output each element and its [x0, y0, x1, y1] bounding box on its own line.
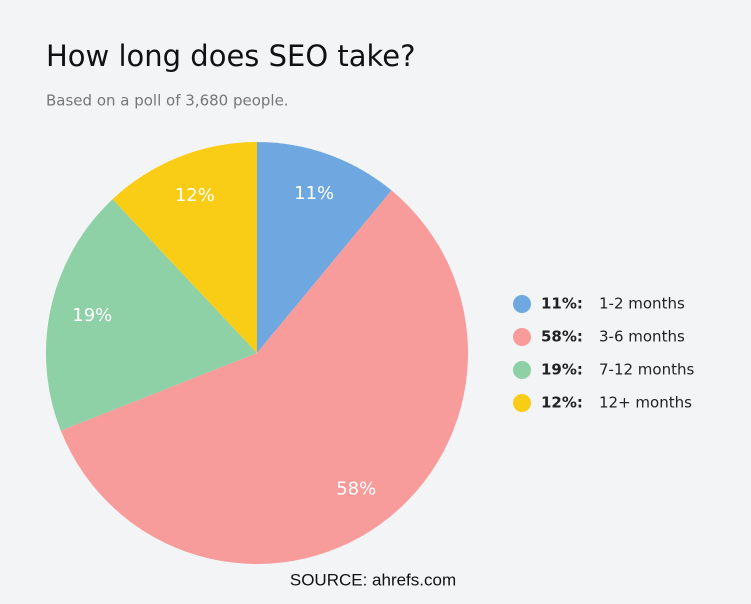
legend-value: 11%:: [541, 295, 583, 313]
pie-slice: [257, 142, 392, 353]
legend-swatch: [513, 295, 531, 313]
chart-subtitle: Based on a poll of 3,680 people.: [46, 92, 289, 110]
legend-value: 19%:: [541, 361, 583, 379]
source: SOURCE: ahrefs.com: [290, 570, 456, 589]
slice-label: 12%: [175, 185, 215, 206]
legend-swatch: [513, 361, 531, 379]
pie-slice: [60, 190, 468, 565]
legend-swatch: [513, 328, 531, 346]
legend-label: 12+ months: [599, 394, 692, 412]
legend-label: 7-12 months: [599, 361, 694, 379]
slice-label: 11%: [294, 183, 334, 204]
slice-label: 58%: [336, 479, 376, 500]
pie-slice: [112, 142, 257, 353]
legend-value: 58%:: [541, 328, 583, 346]
legend-swatch: [513, 394, 531, 412]
legend-label: 1-2 months: [599, 295, 685, 313]
chart-title: How long does SEO take?: [46, 39, 416, 73]
legend-label: 3-6 months: [599, 328, 685, 346]
pie-slice: [46, 199, 258, 431]
legend-value: 12%:: [541, 394, 583, 412]
slice-label: 19%: [72, 305, 112, 326]
